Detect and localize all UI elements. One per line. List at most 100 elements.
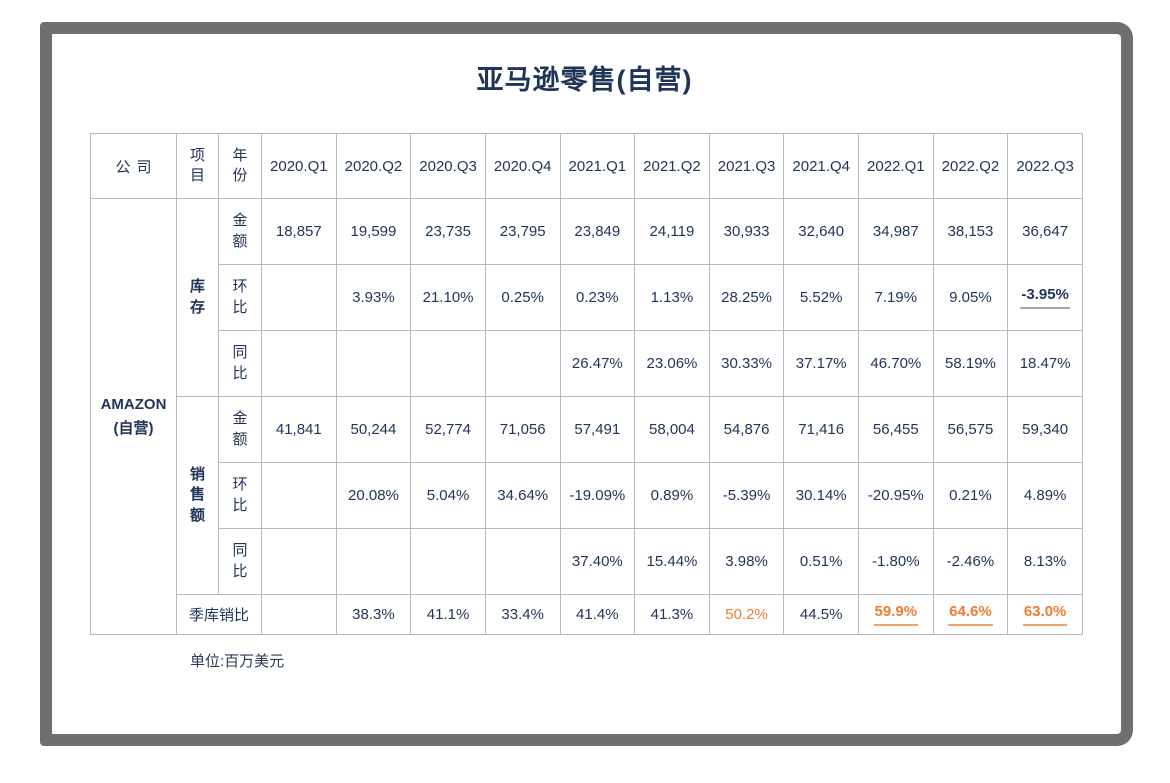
table-cell: 5.52% bbox=[783, 264, 859, 331]
table-cell bbox=[261, 528, 337, 595]
column-header-company: 公司 bbox=[90, 133, 177, 199]
table-cell: 19,599 bbox=[335, 198, 412, 265]
table-cell: 41,841 bbox=[261, 396, 337, 463]
page-title: 亚马逊零售(自营) bbox=[476, 65, 693, 95]
table-cell bbox=[484, 330, 561, 397]
table-cell: 59,340 bbox=[1007, 396, 1083, 463]
table-cell: 56,575 bbox=[932, 396, 1009, 463]
column-header-item: 项目 bbox=[176, 133, 219, 199]
table-cell: 41.3% bbox=[634, 594, 710, 635]
row-sales-yoy: 同比 37.40% 15.44% 3.98% 0.51% -1.80% -2.4… bbox=[91, 528, 1083, 595]
column-header-quarter: 2020.Q2 bbox=[335, 133, 412, 199]
table-cell: 58.19% bbox=[932, 330, 1009, 397]
column-header-quarter: 2022.Q2 bbox=[932, 133, 1009, 199]
table-cell: 30,933 bbox=[708, 198, 785, 265]
table-cell bbox=[261, 264, 337, 331]
column-header-quarter: 2022.Q1 bbox=[858, 133, 934, 199]
row-label: 同比 bbox=[218, 528, 262, 595]
table-cell: 56,455 bbox=[858, 396, 934, 463]
table-cell-highlight-orange-underline: 64.6% bbox=[932, 594, 1009, 635]
table-cell: 57,491 bbox=[559, 396, 636, 463]
table-cell: 23,795 bbox=[484, 198, 561, 265]
table-cell: 50,244 bbox=[335, 396, 412, 463]
table-cell: 1.13% bbox=[634, 264, 710, 331]
table-cell: 3.98% bbox=[708, 528, 785, 595]
table-cell: 0.89% bbox=[634, 462, 710, 529]
table-cell: 37.40% bbox=[559, 528, 636, 595]
unit-note: 单位:百万美元 bbox=[190, 653, 285, 670]
group-label-sales: 销售额 bbox=[176, 396, 219, 595]
table-cell: 46.70% bbox=[858, 330, 934, 397]
table-cell: 18,857 bbox=[261, 198, 337, 265]
ratio-row-label: 季库销比 bbox=[176, 594, 262, 635]
column-header-quarter: 2021.Q2 bbox=[634, 133, 710, 199]
column-header-quarter: 2021.Q3 bbox=[708, 133, 785, 199]
table-cell: 28.25% bbox=[708, 264, 785, 331]
table-cell: 38,153 bbox=[932, 198, 1009, 265]
row-inventory-sales-ratio: 季库销比 38.3% 41.1% 33.4% 41.4% 41.3% 50.2%… bbox=[91, 594, 1083, 635]
column-header-quarter: 2020.Q1 bbox=[261, 133, 337, 199]
table-cell: 15.44% bbox=[634, 528, 710, 595]
table-cell: 26.47% bbox=[559, 330, 636, 397]
table-cell: 8.13% bbox=[1007, 528, 1083, 595]
table-cell: 23,735 bbox=[410, 198, 486, 265]
table-cell: -2.46% bbox=[932, 528, 1009, 595]
company-cell: AMAZON (自营) bbox=[90, 198, 177, 635]
table-cell: 34.64% bbox=[484, 462, 561, 529]
company-subname: (自营) bbox=[113, 419, 154, 437]
table-cell bbox=[261, 462, 337, 529]
table-cell: 71,056 bbox=[484, 396, 561, 463]
row-sales-amount: 销售额 金额 41,841 50,244 52,774 71,056 57,49… bbox=[91, 396, 1083, 595]
column-header-quarter: 2021.Q1 bbox=[559, 133, 636, 199]
table-cell: 33.4% bbox=[484, 594, 561, 635]
table-cell: 71,416 bbox=[783, 396, 859, 463]
column-header-quarter: 2022.Q3 bbox=[1007, 133, 1083, 199]
row-sales-qoq: 环比 20.08% 5.04% 34.64% -19.09% 0.89% -5.… bbox=[91, 462, 1083, 529]
row-label: 环比 bbox=[218, 264, 262, 331]
table-cell bbox=[261, 594, 337, 635]
table-cell: 52,774 bbox=[410, 396, 486, 463]
table-cell bbox=[410, 528, 486, 595]
table-cell: 5.04% bbox=[410, 462, 486, 529]
table-cell: 0.23% bbox=[559, 264, 636, 331]
row-label: 金额 bbox=[218, 198, 262, 265]
table-cell: 0.51% bbox=[783, 528, 859, 595]
table-cell: 23,849 bbox=[559, 198, 636, 265]
table-cell-highlight-orange-underline: 59.9% bbox=[858, 594, 934, 635]
row-label: 同比 bbox=[218, 330, 262, 397]
table-cell-highlight-underline: -3.95% bbox=[1007, 264, 1083, 331]
table-cell: 36,647 bbox=[1007, 198, 1083, 265]
row-inventory-qoq: 环比 3.93% 21.10% 0.25% 0.23% 1.13% 28.25%… bbox=[91, 264, 1083, 331]
company-name: AMAZON bbox=[100, 395, 167, 413]
table-cell: 7.19% bbox=[858, 264, 934, 331]
table-cell bbox=[335, 330, 412, 397]
table-cell: -19.09% bbox=[559, 462, 636, 529]
table-cell: 24,119 bbox=[634, 198, 710, 265]
table-cell: 4.89% bbox=[1007, 462, 1083, 529]
table-cell: 58,004 bbox=[634, 396, 710, 463]
table-cell bbox=[410, 330, 486, 397]
table-cell: 38.3% bbox=[335, 594, 412, 635]
table-cell: 21.10% bbox=[410, 264, 486, 331]
table-cell-highlight-orange: 50.2% bbox=[708, 594, 785, 635]
table-cell: -1.80% bbox=[858, 528, 934, 595]
table-cell bbox=[261, 330, 337, 397]
table-cell-highlight-bold: 18.47% bbox=[1007, 330, 1083, 397]
table-cell: 30.33% bbox=[708, 330, 785, 397]
table-cell bbox=[335, 528, 412, 595]
table-cell: 34,987 bbox=[858, 198, 934, 265]
column-header-quarter: 2020.Q4 bbox=[484, 133, 561, 199]
header-row: 公司 项目 年份 2020.Q1 2020.Q2 2020.Q3 2020.Q4… bbox=[90, 133, 1083, 199]
table-cell bbox=[484, 528, 561, 595]
table-cell: 23.06% bbox=[634, 330, 710, 397]
table-cell: 0.21% bbox=[932, 462, 1009, 529]
column-header-quarter: 2021.Q4 bbox=[783, 133, 859, 199]
table-cell: 3.93% bbox=[335, 264, 412, 331]
table-cell-highlight-orange-underline: 63.0% bbox=[1007, 594, 1083, 635]
column-header-quarter: 2020.Q3 bbox=[410, 133, 486, 199]
table-cell: 41.4% bbox=[559, 594, 636, 635]
table-cell: -5.39% bbox=[708, 462, 785, 529]
row-label: 金额 bbox=[218, 396, 262, 463]
row-inventory-amount: AMAZON (自营) 库存 金额 18,857 19,599 23,735 2… bbox=[90, 198, 1083, 635]
table-cell: 44.5% bbox=[783, 594, 859, 635]
